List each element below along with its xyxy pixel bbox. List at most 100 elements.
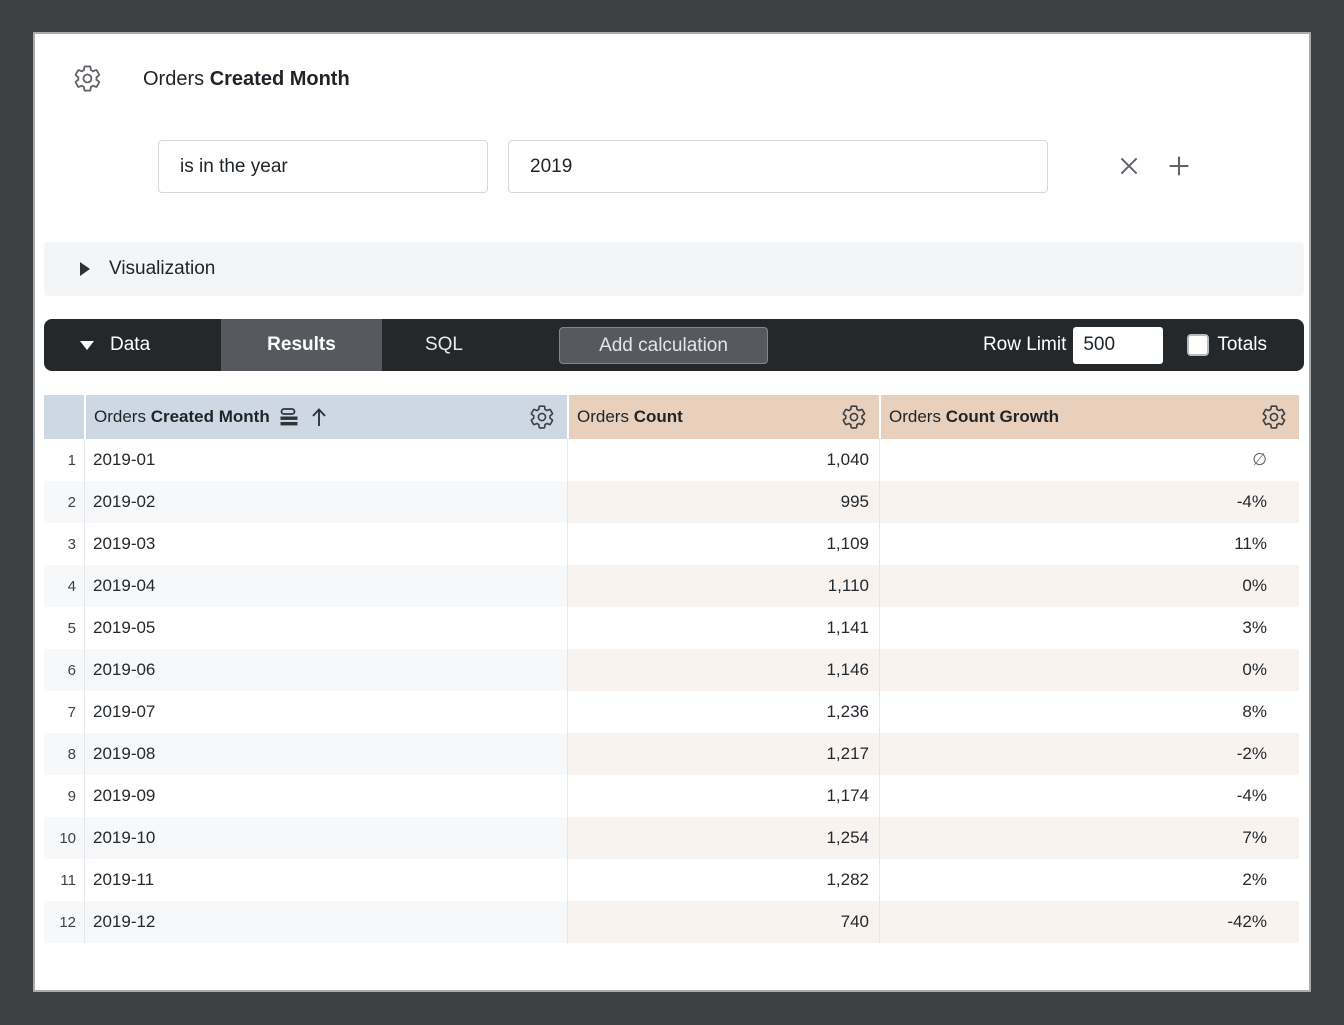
cell-growth[interactable]: 8% <box>879 691 1299 733</box>
chevron-down-icon <box>80 340 94 350</box>
cell-month[interactable]: 2019-10 <box>84 817 567 859</box>
cell-growth[interactable]: 7% <box>879 817 1299 859</box>
cell-count[interactable]: 1,174 <box>567 775 879 817</box>
row-number: 3 <box>67 535 76 553</box>
cell-month[interactable]: 2019-01 <box>84 439 567 481</box>
table-row: 4 2019-04 1,110 0% <box>44 565 1299 607</box>
table-body: 1 2019-01 1,040 ∅ 2 2019-02 995 -4% 3 20… <box>44 439 1299 943</box>
row-number: 4 <box>44 565 84 607</box>
column-label-prefix: Orders <box>577 407 629 426</box>
cell-count[interactable]: 1,109 <box>567 523 879 565</box>
sort-ascending-icon <box>312 408 326 426</box>
column-label-prefix: Orders <box>889 407 941 426</box>
gear-icon <box>530 405 553 429</box>
cell-growth[interactable]: 2% <box>879 859 1299 901</box>
cell-count[interactable]: 1,254 <box>567 817 879 859</box>
row-number: 6 <box>44 649 84 691</box>
totals-checkbox[interactable] <box>1187 334 1210 356</box>
cell-count[interactable]: 995 <box>567 481 879 523</box>
cell-growth[interactable]: -4% <box>879 481 1299 523</box>
page-title-prefix: Orders <box>143 68 205 90</box>
row-number: 12 <box>44 901 84 943</box>
cell-growth[interactable]: ∅ <box>879 439 1299 481</box>
cell-month[interactable]: 2019-04 <box>84 565 567 607</box>
tab-results[interactable]: Results <box>221 319 382 371</box>
cell-count[interactable]: 740 <box>567 901 879 943</box>
table-header-row: Orders Created Month Orde <box>44 395 1299 439</box>
table-row: 11 2019-11 1,282 2% <box>44 859 1299 901</box>
gear-icon <box>842 405 865 429</box>
cell-count[interactable]: 1,217 <box>567 733 879 775</box>
row-limit-input[interactable] <box>1073 326 1164 364</box>
cell-month[interactable]: 2019-11 <box>84 859 567 901</box>
column-label-bold: Count Growth <box>945 407 1060 426</box>
data-section-bar: Data Results SQL Add calculation Row Lim… <box>44 319 1304 371</box>
data-section-toggle[interactable]: Data <box>44 319 221 371</box>
add-filter-button[interactable] <box>1164 151 1194 181</box>
column-label-bold: Count <box>633 407 683 426</box>
cell-month[interactable]: 2019-12 <box>84 901 567 943</box>
column-label-prefix: Orders <box>94 407 146 426</box>
cell-growth[interactable]: -2% <box>879 733 1299 775</box>
filter-value-input[interactable] <box>508 140 1048 193</box>
row-number-header <box>44 395 84 439</box>
row-number: 7 <box>67 703 76 721</box>
cell-count[interactable]: 1,141 <box>567 607 879 649</box>
row-number: 8 <box>44 733 84 775</box>
data-bar-right-controls: Row Limit Totals <box>983 319 1304 371</box>
row-number: 11 <box>60 871 76 889</box>
cell-month[interactable]: 2019-08 <box>84 733 567 775</box>
tab-sql[interactable]: SQL <box>424 334 464 355</box>
cell-growth[interactable]: 3% <box>879 607 1299 649</box>
cell-month[interactable]: 2019-05 <box>84 607 567 649</box>
data-tab-label: Data <box>110 334 151 355</box>
column-header-count[interactable]: Orders Count <box>567 395 879 439</box>
explore-panel: Orders Created Month Visualization Data … <box>33 32 1311 992</box>
column-gear-button[interactable] <box>1260 404 1287 431</box>
cell-month[interactable]: 2019-09 <box>84 775 567 817</box>
table-row: 3 2019-03 1,109 11% <box>44 523 1299 565</box>
cell-month[interactable]: 2019-02 <box>84 481 567 523</box>
page-title: Orders Created Month <box>143 67 350 91</box>
cell-count[interactable]: 1,146 <box>567 649 879 691</box>
cell-month[interactable]: 2019-07 <box>84 691 567 733</box>
chevron-right-icon <box>80 262 90 276</box>
table-row: 9 2019-09 1,174 -4% <box>44 775 1299 817</box>
row-number: 2 <box>44 481 84 523</box>
table-row: 2 2019-02 995 -4% <box>44 481 1299 523</box>
column-header-created-month[interactable]: Orders Created Month <box>84 395 567 439</box>
table-row: 12 2019-12 740 -42% <box>44 901 1299 943</box>
cell-count[interactable]: 1,236 <box>567 691 879 733</box>
table-row: 8 2019-08 1,217 -2% <box>44 733 1299 775</box>
cell-growth[interactable]: -42% <box>879 901 1299 943</box>
remove-filter-button[interactable] <box>1114 151 1144 181</box>
cell-growth[interactable]: 0% <box>879 565 1299 607</box>
row-number: 9 <box>67 787 76 805</box>
plus-icon <box>1169 156 1189 176</box>
table-row: 1 2019-01 1,040 ∅ <box>44 439 1299 481</box>
close-icon <box>1120 157 1138 175</box>
table-row: 7 2019-07 1,236 8% <box>44 691 1299 733</box>
column-header-count-growth[interactable]: Orders Count Growth <box>879 395 1299 439</box>
gear-icon <box>1262 405 1285 429</box>
cell-growth[interactable]: 0% <box>879 649 1299 691</box>
gear-icon <box>74 65 100 92</box>
row-number: 10 <box>44 817 84 859</box>
column-gear-button[interactable] <box>840 404 867 431</box>
filter-condition-input[interactable] <box>158 140 488 193</box>
visualization-section-header[interactable]: Visualization <box>44 242 1304 296</box>
row-number: 1 <box>67 451 76 469</box>
page-title-bold: Created Month <box>209 68 350 90</box>
cell-count[interactable]: 1,282 <box>567 859 879 901</box>
totals-label: Totals <box>1217 334 1267 355</box>
field-gear-button[interactable] <box>72 63 102 93</box>
row-number: 5 <box>67 619 76 637</box>
cell-month[interactable]: 2019-03 <box>84 523 567 565</box>
column-gear-button[interactable] <box>528 404 555 431</box>
add-calculation-button[interactable]: Add calculation <box>559 327 768 364</box>
cell-count[interactable]: 1,040 <box>567 439 879 481</box>
cell-growth[interactable]: 11% <box>879 523 1299 565</box>
cell-count[interactable]: 1,110 <box>567 565 879 607</box>
cell-month[interactable]: 2019-06 <box>84 649 567 691</box>
cell-growth[interactable]: -4% <box>879 775 1299 817</box>
